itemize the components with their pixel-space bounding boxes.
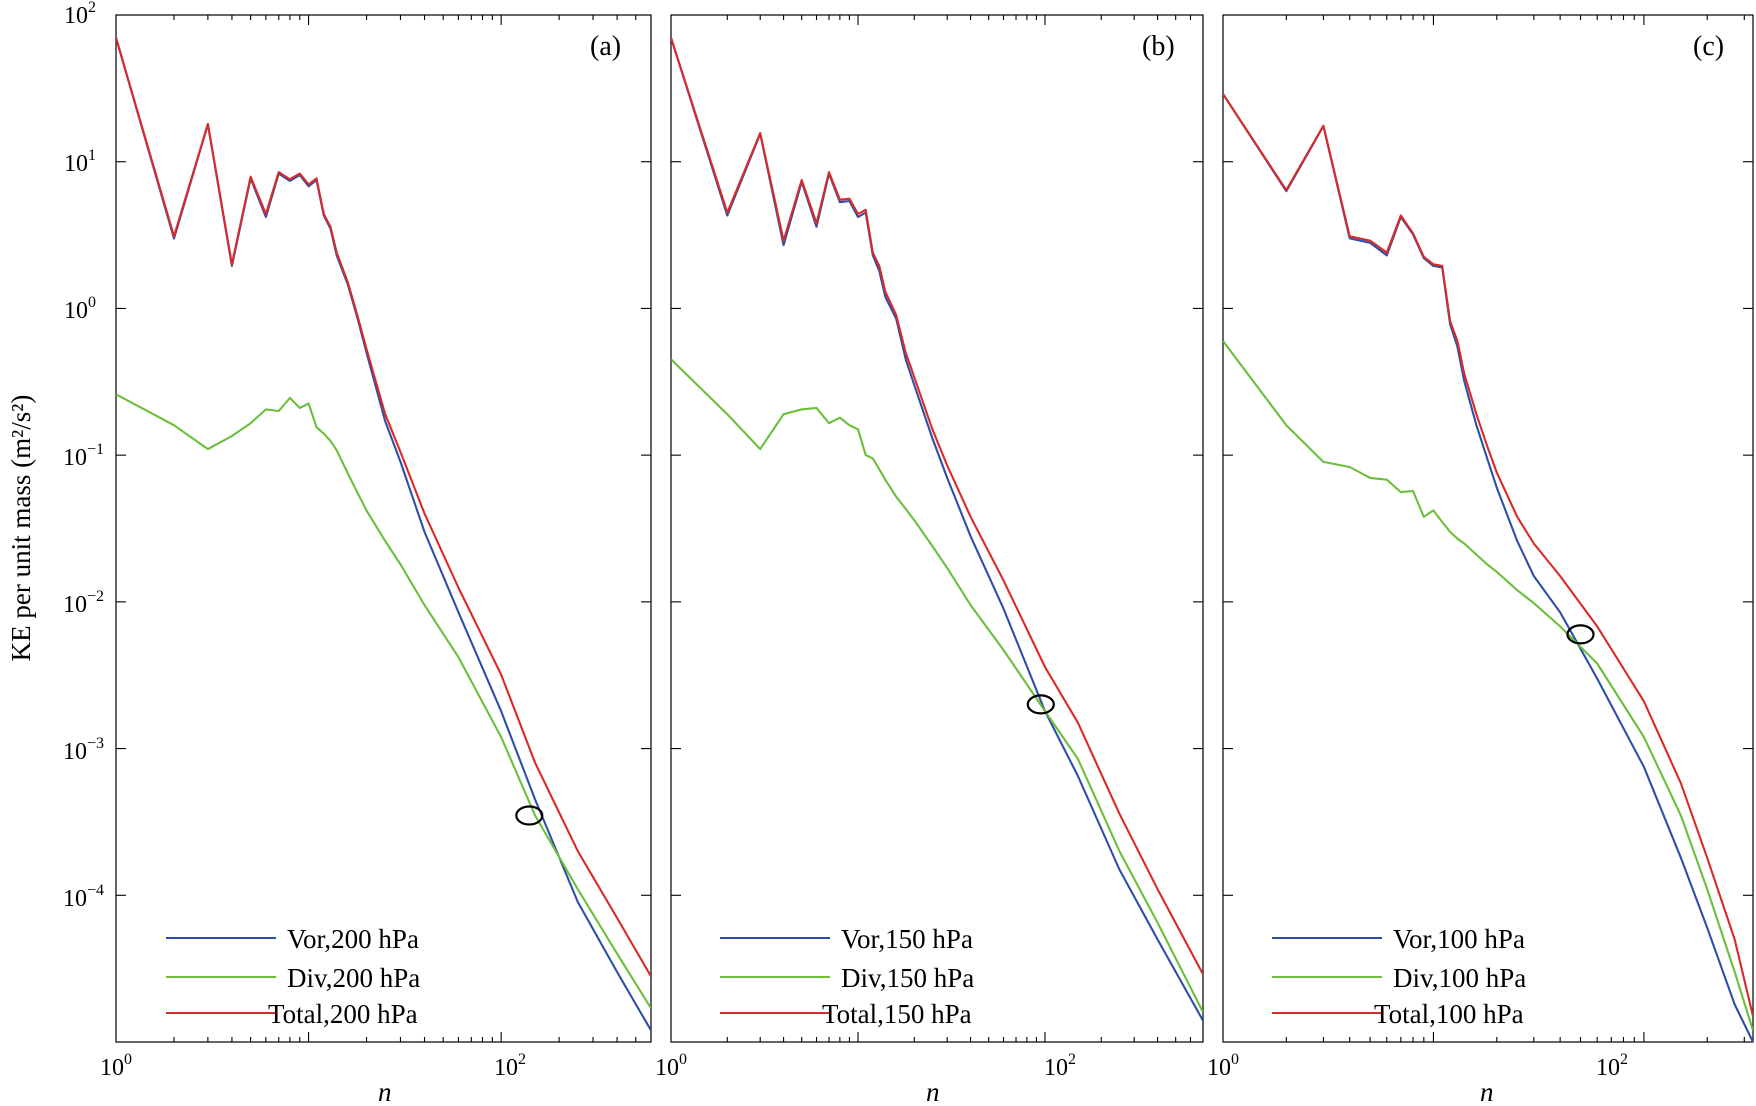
- panel-b-legend: Vor,150 hPa Div,150 hPa Total,150 hPa: [720, 924, 974, 1029]
- panel-b-series: [671, 37, 1203, 1022]
- panel-a-legend-label-vor: Vor,200 hPa: [287, 924, 419, 954]
- panel-c-legend: Vor,100 hPa Div,100 hPa Total,100 hPa: [1272, 924, 1526, 1029]
- panel-b-legend-label-total: Total,150 hPa: [822, 999, 972, 1029]
- panel-a-x-axis-title: n: [378, 1077, 392, 1106]
- panel-a-legend: Vor,200 hPa Div,200 hPa Total,200 hPa: [166, 924, 420, 1029]
- panel-b-tag: (b): [1142, 31, 1175, 62]
- y-tick-label-1em4: 10−4: [63, 882, 104, 912]
- panel-a-series-vor-line: [116, 37, 651, 1031]
- y-tick-label-1em1: 10−1: [63, 441, 104, 471]
- panel-a-ticks: [116, 15, 651, 1042]
- panel-a-legend-label-div: Div,200 hPa: [287, 963, 420, 993]
- panel-b-crossover-marker: [1026, 694, 1055, 715]
- panel-c-legend-label-vor: Vor,100 hPa: [1393, 924, 1525, 954]
- panel-a-series-div-line: [116, 393, 651, 1009]
- panel-a-x-tick-label-1e0: 100: [100, 1051, 132, 1081]
- panel-a-legend-label-total: Total,200 hPa: [268, 999, 418, 1029]
- panel-c-x-axis-title: n: [1480, 1077, 1494, 1106]
- panel-c-x-tick-label-1e0: 100: [1207, 1051, 1239, 1081]
- y-tick-label-1em3: 10−3: [63, 735, 104, 765]
- panel-c-series: [1223, 93, 1753, 1042]
- y-axis-title: KE per unit mass (m²/s²): [6, 395, 36, 662]
- panel-c-series-vor-line: [1223, 93, 1753, 1042]
- y-tick-label-1e1: 101: [64, 147, 96, 177]
- panel-b-x-tick-label-1e2: 102: [1044, 1051, 1076, 1081]
- panel-b: (b) Vor,150 hPa Div,150 hPa Total,150 hP…: [655, 14, 1204, 1106]
- y-tick-label-1e2: 102: [64, 0, 96, 29]
- panel-b-ticks: [671, 15, 1203, 1042]
- y-tick-labels: 102 101 100 10−1 10−2 10−3 10−4: [63, 0, 104, 912]
- panel-b-series-total-line: [671, 37, 1203, 975]
- panel-b-series-div-line: [671, 358, 1203, 1013]
- panel-c-ticks: [1223, 15, 1753, 1042]
- panel-c: (c) Vor,100 hPa Div,100 hPa Total,100 hP…: [1207, 14, 1754, 1106]
- panel-c-tag: (c): [1693, 31, 1724, 62]
- panel-b-x-tick-label-1e0: 100: [655, 1051, 687, 1081]
- panel-b-legend-label-div: Div,150 hPa: [841, 963, 974, 993]
- panel-a-series: [116, 37, 651, 1031]
- panel-a: (a) Vor,200 hPa Div,200 hPa Total,200 hP…: [100, 14, 652, 1106]
- panel-c-series-div-line: [1223, 340, 1753, 1031]
- panel-a-crossover-marker: [515, 805, 544, 826]
- panel-b-legend-label-vor: Vor,150 hPa: [841, 924, 973, 954]
- panel-c-crossover-marker: [1566, 624, 1595, 645]
- panel-b-x-axis-title: n: [926, 1077, 940, 1106]
- panel-c-legend-label-div: Div,100 hPa: [1393, 963, 1526, 993]
- panel-a-tag: (a): [590, 31, 621, 62]
- panel-c-series-total-line: [1223, 93, 1753, 1017]
- y-tick-label-1e0: 100: [64, 294, 96, 324]
- panel-b-frame: [670, 14, 1204, 1043]
- panel-b-series-vor-line: [671, 37, 1203, 1022]
- panel-a-frame: [115, 14, 652, 1043]
- panel-c-frame: [1222, 14, 1754, 1043]
- y-tick-label-1em2: 10−2: [63, 588, 104, 618]
- panel-c-legend-label-total: Total,100 hPa: [1374, 999, 1524, 1029]
- panel-a-x-tick-label-1e2: 102: [494, 1051, 526, 1081]
- panel-a-series-total-line: [116, 37, 651, 977]
- panel-c-x-tick-label-1e2: 102: [1596, 1051, 1628, 1081]
